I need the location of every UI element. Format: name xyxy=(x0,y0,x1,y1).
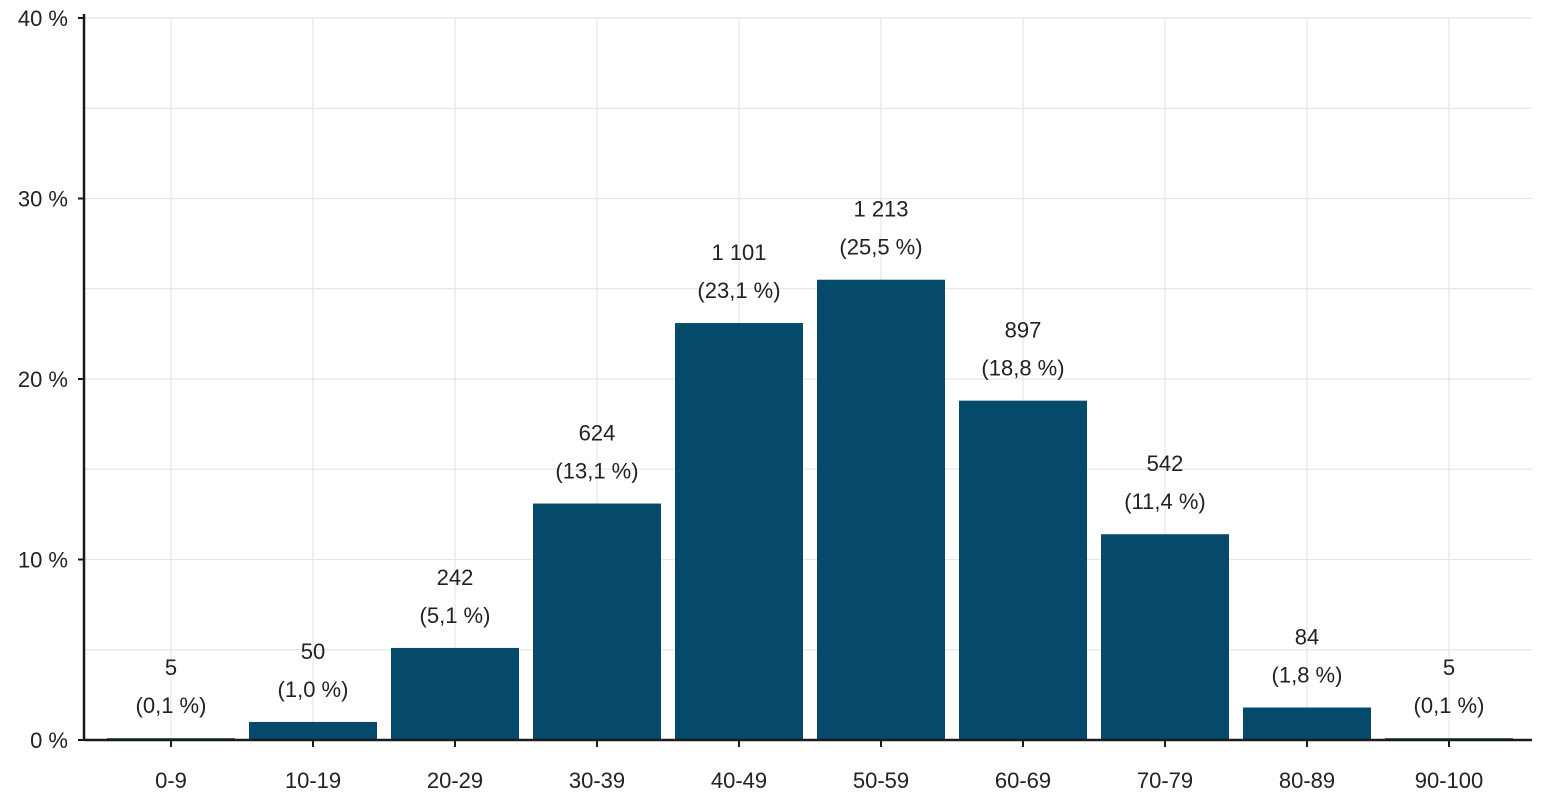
data-label-count: 624 xyxy=(579,421,616,446)
data-label-count: 1 213 xyxy=(853,197,908,222)
bar-50-59 xyxy=(817,279,945,740)
bar-10-19 xyxy=(249,721,377,740)
axes xyxy=(78,14,1532,747)
data-label-count: 897 xyxy=(1005,318,1042,343)
data-label-percent: (5,1 %) xyxy=(420,603,491,628)
bar-20-29 xyxy=(391,647,519,740)
y-tick-label: 30 % xyxy=(18,187,68,212)
x-tick-label: 40-49 xyxy=(711,768,767,793)
x-tick-label: 50-59 xyxy=(853,768,909,793)
data-label-count: 5 xyxy=(1443,655,1455,680)
x-tick-label: 10-19 xyxy=(285,768,341,793)
data-label-percent: (13,1 %) xyxy=(555,459,638,484)
data-label-count: 542 xyxy=(1147,451,1184,476)
data-label-percent: (18,8 %) xyxy=(981,356,1064,381)
x-tick-label: 70-79 xyxy=(1137,768,1193,793)
bar-60-69 xyxy=(959,400,1087,740)
x-tick-label: 0-9 xyxy=(155,768,187,793)
data-label-percent: (0,1 %) xyxy=(136,693,207,718)
data-label-percent: (25,5 %) xyxy=(839,235,922,260)
data-label-count: 50 xyxy=(301,639,325,664)
bar-70-79 xyxy=(1101,534,1229,740)
data-label-percent: (23,1 %) xyxy=(697,278,780,303)
data-label-percent: (11,4 %) xyxy=(1124,489,1206,514)
y-tick-label: 20 % xyxy=(18,367,68,392)
y-tick-label: 0 % xyxy=(30,728,68,753)
x-tick-label: 20-29 xyxy=(427,768,483,793)
x-tick-label: 80-89 xyxy=(1279,768,1335,793)
bar-30-39 xyxy=(533,503,661,740)
data-label-percent: (1,8 %) xyxy=(1272,663,1343,688)
data-label-count: 5 xyxy=(165,655,177,680)
y-tick-label: 40 % xyxy=(18,6,68,31)
data-label-percent: (1,0 %) xyxy=(278,677,349,702)
bar-80-89 xyxy=(1243,707,1371,740)
bars xyxy=(107,279,1513,740)
y-tick-label: 10 % xyxy=(18,548,68,573)
data-label-count: 84 xyxy=(1295,625,1319,650)
data-label-count: 242 xyxy=(437,565,474,590)
x-tick-label: 30-39 xyxy=(569,768,625,793)
bar-40-49 xyxy=(675,323,803,740)
labels: 0 % 10 % 20 % 30 % 40 % 0-9 10-19 20-29 30-39 40-… xyxy=(18,6,1485,793)
data-label-percent: (0,1 %) xyxy=(1414,693,1485,718)
data-label-count: 1 101 xyxy=(711,240,766,265)
x-tick-label: 60-69 xyxy=(995,768,1051,793)
x-tick-label: 90-100 xyxy=(1415,768,1484,793)
